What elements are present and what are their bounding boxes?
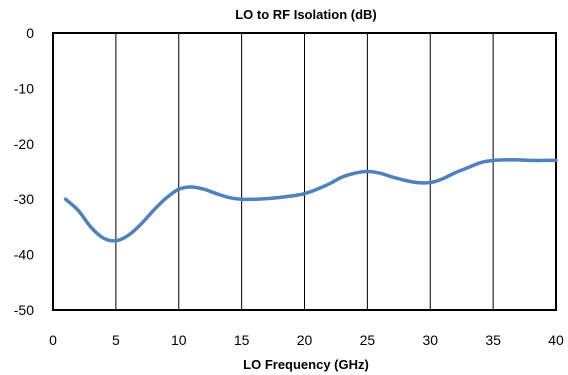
x-tick-label: 20 [297, 332, 313, 348]
series-line [63, 158, 558, 243]
x-tick-label: 10 [171, 332, 187, 348]
y-tick-label: -50 [14, 302, 34, 318]
x-tick-label: 15 [234, 332, 250, 348]
y-tick-label: -30 [14, 191, 34, 207]
x-tick-label: 25 [360, 332, 376, 348]
plot-area [52, 32, 557, 311]
y-axis-ticks: 0 -10 -20 -30 -40 -50 [14, 25, 34, 318]
x-tick-label: 0 [49, 332, 57, 348]
y-tick-label: -40 [14, 247, 34, 263]
x-tick-label: 30 [422, 332, 438, 348]
x-axis-title: LO Frequency (GHz) [243, 357, 369, 372]
x-tick-label: 5 [112, 332, 120, 348]
chart-title: LO to RF Isolation (dB) [235, 7, 377, 22]
series-layer [63, 158, 558, 243]
y-tick-label: -10 [14, 80, 34, 96]
x-axis-ticks: 0 5 10 15 20 25 30 35 40 [49, 332, 564, 348]
grid-lines [115, 33, 494, 310]
x-tick-label: 40 [548, 332, 564, 348]
y-tick-label: 0 [26, 25, 34, 41]
x-tick-label: 35 [485, 332, 501, 348]
y-tick-label: -20 [14, 136, 34, 152]
